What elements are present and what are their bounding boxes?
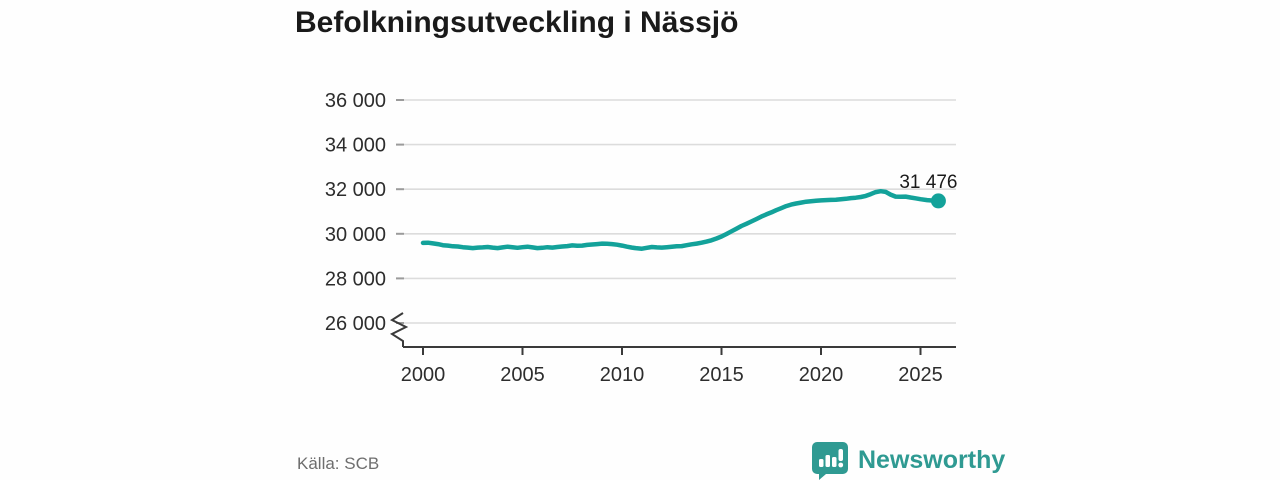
x-tick-label: 2000: [401, 364, 446, 386]
series-end-value-label: 31 476: [899, 172, 957, 193]
x-tick-label: 2020: [799, 364, 844, 386]
x-tick-label: 2025: [898, 364, 943, 386]
bar-3: [832, 457, 837, 467]
gridlines-group: [404, 99, 956, 324]
series-end-dot: [930, 193, 946, 209]
exclamation-stem: [838, 449, 843, 461]
y-tick-label: 26 000: [325, 313, 386, 335]
brand-name: Newsworthy: [858, 446, 1006, 474]
x-tick-label: 2010: [600, 364, 645, 386]
y-axis-ticks-group: [396, 99, 404, 324]
chart-title: Befolkningsutveckling i Nässjö: [295, 6, 739, 39]
y-tick-label: 30 000: [325, 224, 386, 246]
source-note: Källa: SCB: [297, 454, 380, 473]
exclamation-dot: [838, 462, 844, 468]
y-tick-label: 32 000: [325, 179, 386, 201]
y-axis-break-zigzag: [389, 312, 409, 347]
y-tick-label: 34 000: [325, 135, 386, 157]
bar-1: [819, 459, 824, 467]
population-series-line: [420, 188, 941, 251]
y-tick-label: 28 000: [325, 268, 386, 290]
x-axis-labels-group: 2000 2005 2010 2015 2020 2025: [401, 364, 943, 386]
branding-lockup: Newsworthy: [810, 440, 1005, 480]
y-tick-label: 36 000: [325, 90, 386, 112]
newsworthy-logo-icon: [812, 442, 848, 480]
y-axis-labels-group: 26 000 28 000 30 000 32 000 34 000 36 000: [325, 90, 386, 335]
x-tick-label: 2005: [500, 364, 545, 386]
x-axis-ticks-group: [422, 347, 922, 355]
bar-2: [825, 455, 830, 467]
x-tick-label: 2015: [699, 364, 744, 386]
